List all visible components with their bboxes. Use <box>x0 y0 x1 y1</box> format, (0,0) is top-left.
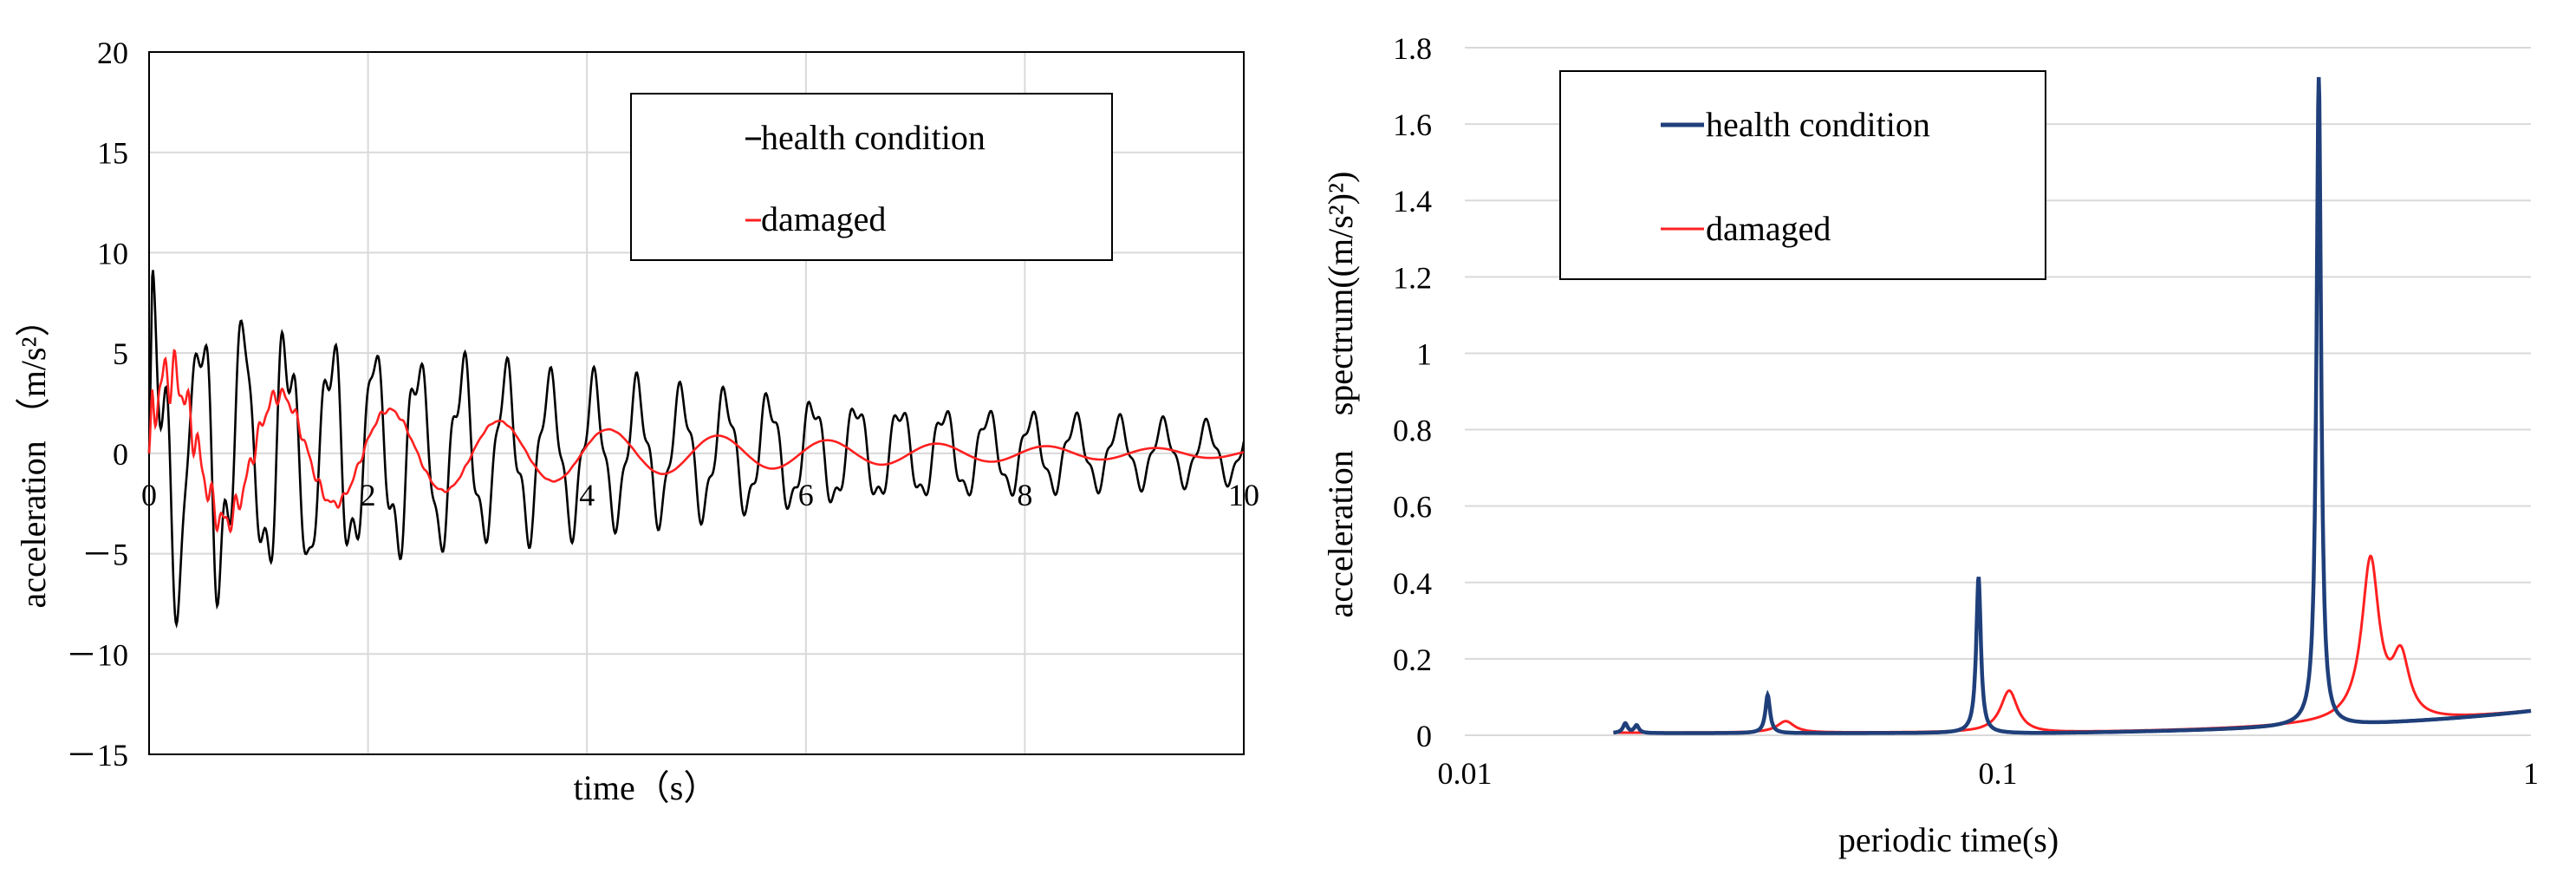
chart2-legend: health condition damaged <box>1559 70 2046 280</box>
chart2-y-tick-labels: 1.8 1.6 1.4 1.2 1 0.8 0.6 0.4 0.2 0 <box>1393 31 1432 753</box>
chart1-series-health-condition <box>147 270 1246 629</box>
chart2-xtick-label: 1 <box>2523 756 2539 791</box>
chart1-ytick-label: 15 <box>97 136 128 171</box>
chart1-ytick-label: 0 <box>113 437 128 472</box>
chart2-xtick-label: 0.1 <box>1979 756 2018 791</box>
chart1-xtick-label: 10 <box>1228 478 1259 512</box>
chart2-ytick-label: 1.8 <box>1393 31 1432 66</box>
chart1-y-tick-labels: 20 15 10 5 0 －5 －10 －15 <box>66 36 128 773</box>
chart2-ytick-label: 0.2 <box>1393 642 1432 677</box>
chart1-ytick-label: 20 <box>97 36 128 70</box>
chart2-x-tick-labels: 0.01 0.1 1 <box>1438 756 2540 791</box>
chart2-ytick-label: 1.6 <box>1393 108 1432 142</box>
chart1-xtick-label: 8 <box>1017 478 1032 512</box>
chart1-xtick-label: 4 <box>579 478 595 512</box>
chart1-series-damaged <box>147 349 1245 534</box>
chart2-ytick-label: 0.8 <box>1393 414 1432 448</box>
spectrum-chart: 1.8 1.6 1.4 1.2 1 0.8 0.6 0.4 0.2 0 0.01… <box>1321 31 2539 859</box>
chart2-legend-box <box>1559 70 2046 280</box>
chart1-x-tick-labels: 0 2 4 6 8 10 <box>141 478 1259 512</box>
chart2-ytick-label: 1 <box>1416 336 1432 371</box>
chart1-legend: health condition damaged <box>630 93 1113 261</box>
chart1-ytick-label: －5 <box>81 538 128 572</box>
chart2-ytick-label: 0 <box>1416 719 1432 753</box>
chart2-x-axis-label: periodic time(s) <box>1838 820 2059 859</box>
chart2-ytick-label: 1.4 <box>1393 184 1432 218</box>
chart1-x-axis-label: time（s） <box>574 768 719 807</box>
chart1-xtick-label: 6 <box>798 478 814 512</box>
chart1-legend-label-health: health condition <box>761 118 986 157</box>
chart1-legend-label-damaged: damaged <box>761 199 886 238</box>
chart1-ytick-label: 5 <box>113 336 128 371</box>
chart2-series-health-condition <box>1613 76 2532 735</box>
chart1-y-axis-label: acceleration （m/s²） <box>14 303 53 609</box>
chart1-xtick-label: 0 <box>141 478 157 512</box>
chart2-xtick-label: 0.01 <box>1438 756 1493 791</box>
chart2-legend-label-health: health condition <box>1706 105 1930 144</box>
chart2-ytick-label: 0.4 <box>1393 566 1432 601</box>
chart1-legend-box <box>630 93 1113 261</box>
chart1-ytick-label: －15 <box>66 738 128 773</box>
chart1-ytick-label: －10 <box>66 637 128 672</box>
time-history-chart: 20 15 10 5 0 －5 －10 －15 0 2 4 6 8 10 tim… <box>14 36 1259 807</box>
chart2-ytick-label: 1.2 <box>1393 260 1432 295</box>
chart2-ytick-label: 0.6 <box>1393 490 1432 525</box>
chart1-ytick-label: 10 <box>97 236 128 271</box>
chart2-y-axis-label: acceleration spectrum((m/s²)²) <box>1321 172 1360 618</box>
chart2-legend-label-damaged: damaged <box>1706 209 1831 248</box>
chart1-xtick-label: 2 <box>361 478 376 512</box>
